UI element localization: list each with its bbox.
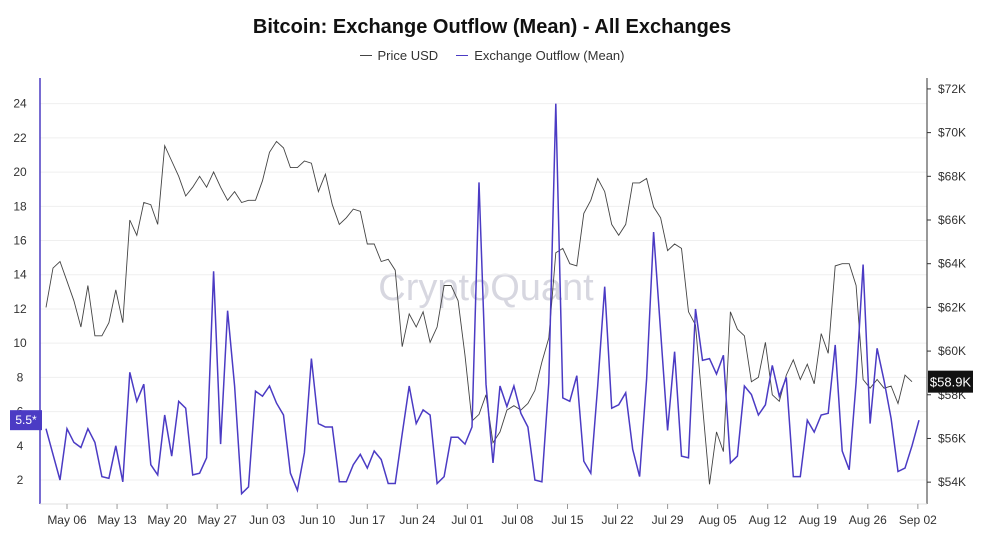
legend-swatch-outflow: [456, 55, 469, 56]
x-tick-label: Jul 01: [451, 513, 483, 527]
legend-label-outflow: Exchange Outflow (Mean): [474, 48, 625, 63]
x-tick-label: Aug 19: [799, 513, 837, 527]
right-axis-ticks: $54K$56K$58K$60K$62K$64K$66K$68K$70K$72K: [927, 82, 966, 489]
right-tick-label: $60K: [938, 344, 966, 358]
left-tick-label: 4: [17, 439, 24, 453]
right-tick-label: $72K: [938, 82, 966, 96]
chart-title: Bitcoin: Exchange Outflow (Mean) - All E…: [252, 16, 732, 38]
x-tick-label: Jun 24: [399, 513, 435, 527]
left-tick-label: 14: [13, 268, 27, 282]
current-value-badges: 5.5* $58.9K: [10, 370, 973, 431]
right-tick-label: $54K: [938, 475, 966, 489]
left-tick-label: 24: [13, 97, 27, 111]
x-tick-label: Jun 03: [249, 513, 285, 527]
left-current-label: 5.5*: [15, 413, 37, 427]
legend-label-price: Price USD: [377, 48, 439, 63]
x-tick-label: Aug 05: [699, 513, 737, 527]
x-tick-label: Jul 15: [551, 513, 583, 527]
left-tick-label: 2: [17, 473, 24, 487]
x-tick-label: May 27: [197, 513, 237, 527]
right-tick-label: $66K: [938, 213, 966, 227]
x-tick-label: Jul 29: [652, 513, 684, 527]
x-axis-ticks: May 06 May 13 May 20 May 27 Jun 03 Jun 10 Jun …: [47, 504, 937, 527]
x-tick-label: May 06: [47, 513, 87, 527]
left-tick-label: 8: [17, 370, 24, 384]
left-tick-label: 20: [13, 165, 27, 179]
legend-swatch-price: [359, 55, 372, 56]
left-tick-label: 16: [13, 234, 27, 248]
watermark-text: CryptoQuant: [378, 267, 594, 309]
exchange-outflow-line: [45, 103, 920, 496]
legend-item-outflow[interactable]: Exchange Outflow (Mean): [456, 48, 624, 63]
series-lines: [45, 103, 920, 496]
right-tick-label: $70K: [938, 126, 966, 140]
left-tick-label: 18: [13, 199, 27, 213]
left-tick-label: 10: [13, 336, 27, 350]
right-tick-label: $62K: [938, 300, 966, 314]
right-tick-label: $68K: [938, 169, 966, 183]
x-tick-label: Jun 17: [349, 513, 385, 527]
left-current-badge: [10, 410, 42, 431]
x-tick-label: Jul 08: [501, 513, 533, 527]
x-tick-label: Aug 12: [749, 513, 787, 527]
axes: [39, 78, 928, 505]
right-tick-label: $56K: [938, 431, 966, 445]
left-tick-label: 22: [13, 131, 27, 145]
right-current-badge: [928, 370, 973, 393]
legend-item-price[interactable]: Price USD: [359, 48, 439, 63]
right-tick-label: $64K: [938, 257, 966, 271]
x-tick-label: Jul 22: [602, 513, 634, 527]
price-usd-line: [45, 140, 913, 485]
chart-legend: Price USD Exchange Outflow (Mean): [0, 48, 984, 63]
x-tick-label: May 13: [97, 513, 137, 527]
left-tick-label: 12: [13, 302, 27, 316]
x-tick-label: Jun 10: [299, 513, 335, 527]
x-tick-label: Aug 26: [849, 513, 887, 527]
x-tick-label: Sep 02: [899, 513, 937, 527]
x-tick-label: May 20: [147, 513, 187, 527]
right-current-label: $58.9K: [930, 375, 972, 390]
